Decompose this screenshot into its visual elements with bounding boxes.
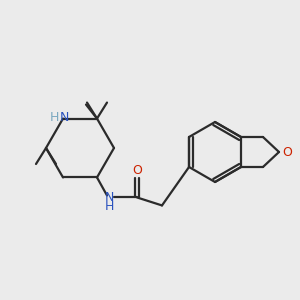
Text: O: O (132, 164, 142, 177)
Text: N: N (104, 191, 114, 204)
Text: H: H (104, 200, 114, 213)
Text: H: H (49, 111, 59, 124)
Text: O: O (282, 146, 292, 158)
Text: N: N (59, 111, 69, 124)
